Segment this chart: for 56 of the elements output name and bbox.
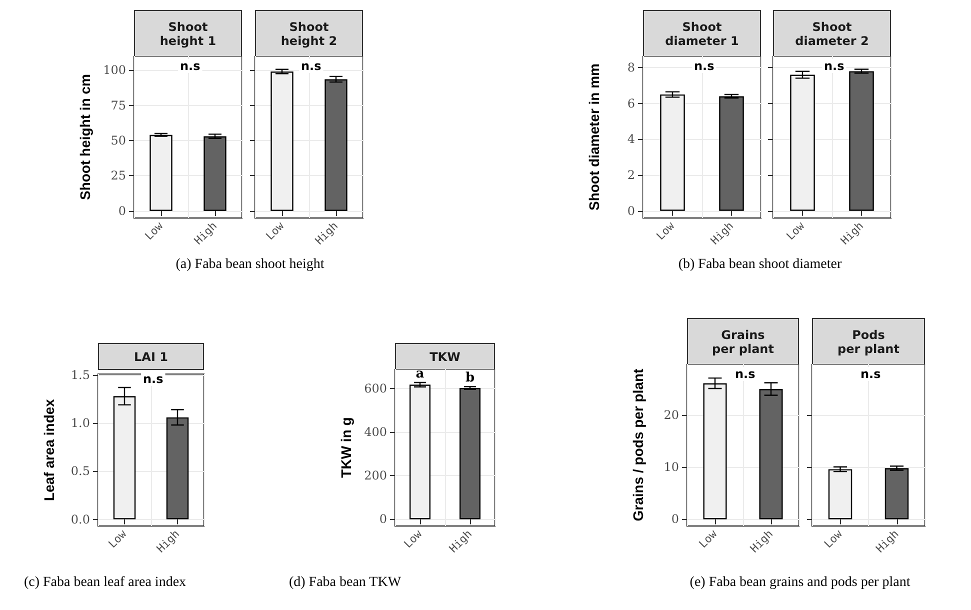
x-tick-label: Low: [142, 219, 166, 243]
text: (a) Faba bean shoot height: [176, 257, 324, 273]
text: (b) Faba bean shoot diameter: [678, 257, 842, 273]
annotation: n.s: [301, 59, 322, 73]
x-tick-label: Low: [401, 527, 425, 551]
y-axis-title: Leaf area index: [41, 398, 57, 501]
text: (d) Faba bean TKW: [288, 575, 402, 591]
x-tick-label: Low: [822, 527, 846, 551]
y-tick-label: 0: [671, 512, 679, 526]
y-tick-label: 100: [103, 63, 126, 78]
annotation: n.s: [143, 372, 164, 386]
annotation: n.s: [824, 59, 844, 73]
y-tick-label: 200: [364, 468, 387, 483]
y-tick-label: 50: [110, 134, 126, 148]
x-tick-label: Low: [106, 527, 130, 551]
chart-title: Grains per plant: [687, 318, 799, 365]
annotation: n.s: [735, 367, 756, 381]
y-axis-title: Grains / pods per plant: [630, 368, 646, 522]
chart-title: TKW: [430, 350, 460, 364]
x-tick-label: Low: [696, 527, 720, 551]
y-tick-label: 0.5: [70, 464, 90, 478]
y-tick-label: 8: [627, 60, 635, 75]
y-tick-label: 0.0: [70, 512, 90, 526]
y-tick-label: 2: [627, 168, 635, 182]
y-tick-label: 20: [664, 408, 679, 422]
y-tick-label: 0: [627, 204, 635, 218]
y-tick-label: 10: [664, 460, 679, 474]
annotation: n.s: [180, 59, 200, 73]
y-tick-label: 25: [110, 168, 126, 183]
chart-title: Shoot height 2: [255, 10, 363, 57]
annotation: n.s: [694, 59, 714, 73]
chart-title: Pods per plant: [812, 318, 925, 365]
y-tick-label: 1.5: [70, 368, 90, 382]
x-tick-label: Low: [654, 219, 678, 243]
y-tick-label: 400: [364, 425, 387, 440]
y-tick-label: 4: [627, 132, 636, 146]
y-axis-title: TKW in g: [338, 417, 354, 478]
chart-title: Shoot height 1: [134, 10, 242, 57]
x-tick-label: Low: [784, 219, 808, 243]
annotation: b: [465, 370, 475, 386]
y-tick-label: 6: [627, 96, 635, 110]
y-tick-label: 1.0: [70, 416, 90, 430]
x-tick-label: Low: [263, 219, 287, 243]
y-tick-label: 600: [364, 382, 387, 396]
chart-title: Shoot diameter 1: [643, 10, 761, 57]
y-axis-title: Shoot height in cm: [77, 74, 93, 200]
chart-title: LAI 1: [98, 343, 204, 370]
y-tick-label: 0: [379, 512, 387, 526]
y-axis-title: Shoot diameter in mm: [586, 63, 602, 211]
text: (e) Faba bean grains and pods per plant: [690, 575, 910, 591]
y-tick-label: 0: [118, 204, 126, 218]
y-tick-label: 75: [110, 98, 126, 112]
chart-title: Shoot diameter 2: [773, 10, 891, 57]
text: (c) Faba bean leaf area index: [24, 575, 186, 591]
annotation: n.s: [860, 367, 881, 381]
annotation: a: [416, 366, 425, 382]
